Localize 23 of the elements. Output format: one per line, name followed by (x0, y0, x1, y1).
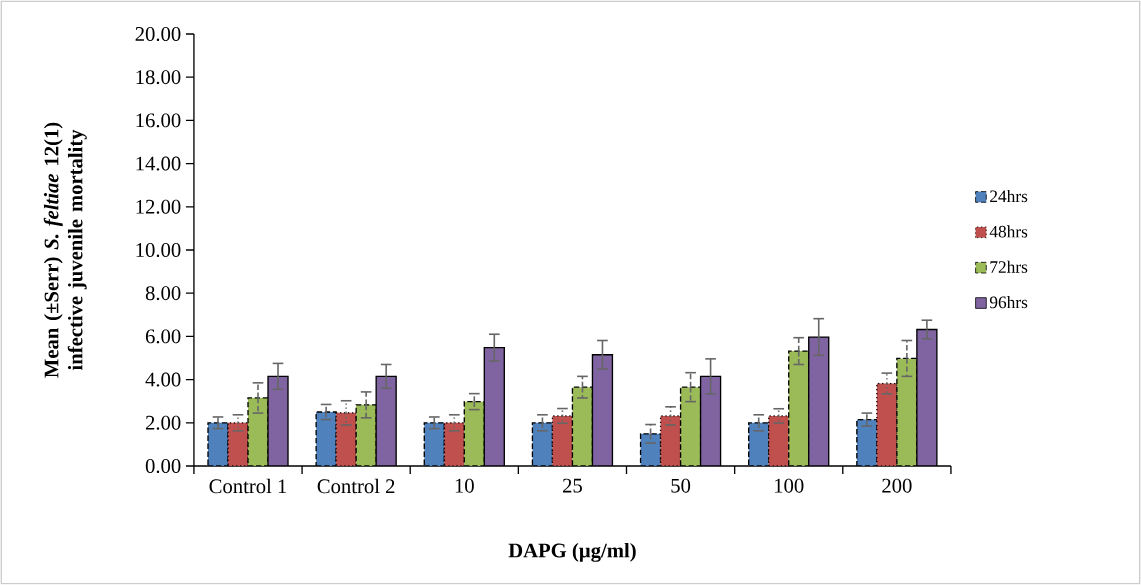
x-tick-label: Control 1 (209, 478, 287, 494)
x-tick-label: 50 (671, 478, 691, 493)
y-tick-label: 0.00 (145, 458, 181, 474)
y-tick-label: 2.00 (145, 415, 181, 430)
y-tick-label: 4.00 (145, 372, 181, 387)
x-tick-label: 10 (455, 478, 474, 493)
legend-label: 24hrs (990, 189, 1028, 203)
x-tick-label: Control 2 (317, 478, 395, 494)
y-tick-label: 20.00 (135, 26, 181, 42)
y-tick-label: 10.00 (136, 242, 181, 258)
legend-label: 48hrs (989, 225, 1028, 238)
y-tick-label: 6.00 (145, 329, 181, 344)
x-axis-title: DAPG (µg/ml) (508, 542, 636, 562)
y-tick-label: 16.00 (136, 113, 181, 128)
y-tick-label: 18.00 (136, 70, 181, 85)
x-tick-label: 100 (775, 478, 804, 493)
x-tick-label: 200 (882, 478, 912, 493)
y-tick-label: 12.00 (136, 199, 181, 214)
y-tick-label: 14.00 (136, 156, 181, 171)
x-tick-label: 25 (563, 478, 582, 493)
legend-label: 96hrs (989, 296, 1028, 309)
y-tick-label: 8.00 (145, 286, 181, 301)
legend-label: 72hrs (990, 260, 1028, 273)
